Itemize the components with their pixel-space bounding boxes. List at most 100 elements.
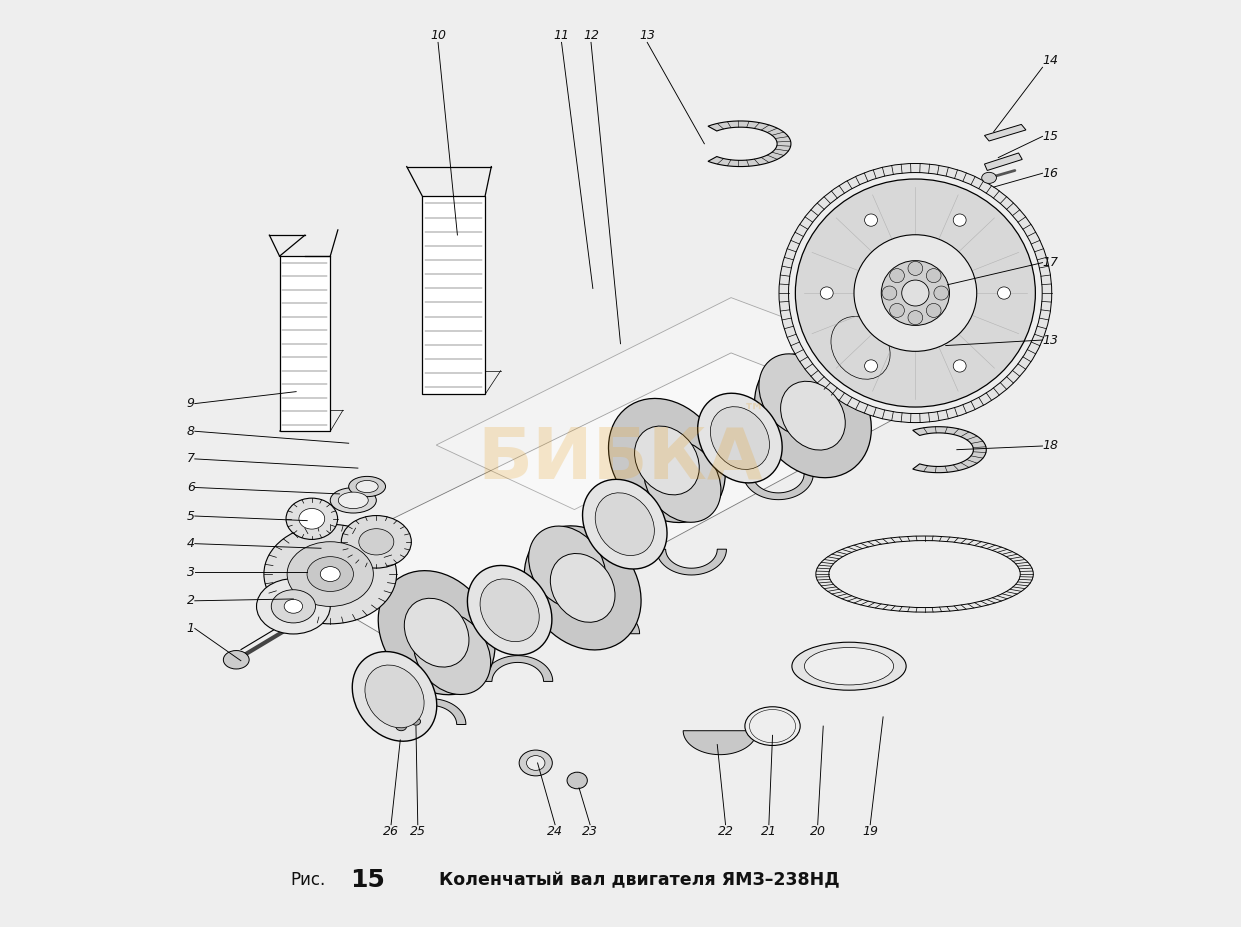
- Text: 25: 25: [410, 825, 426, 838]
- Text: 21: 21: [761, 825, 777, 838]
- Ellipse shape: [815, 536, 1034, 612]
- Text: 8: 8: [187, 425, 195, 438]
- Ellipse shape: [352, 652, 437, 742]
- Text: ™: ™: [743, 403, 766, 423]
- Polygon shape: [984, 124, 1026, 141]
- Polygon shape: [422, 197, 485, 394]
- Text: 4: 4: [187, 537, 195, 550]
- Text: 3: 3: [187, 565, 195, 578]
- Ellipse shape: [411, 717, 421, 725]
- Ellipse shape: [356, 480, 379, 492]
- Ellipse shape: [307, 556, 354, 591]
- Polygon shape: [656, 549, 726, 575]
- Ellipse shape: [526, 756, 545, 770]
- Ellipse shape: [865, 360, 877, 372]
- Ellipse shape: [818, 303, 902, 393]
- Ellipse shape: [608, 399, 725, 523]
- Text: 16: 16: [1042, 167, 1059, 180]
- Polygon shape: [683, 730, 757, 755]
- Text: 15: 15: [1042, 130, 1059, 143]
- Ellipse shape: [359, 528, 393, 555]
- Ellipse shape: [934, 286, 948, 300]
- Ellipse shape: [272, 590, 315, 623]
- Ellipse shape: [634, 426, 699, 495]
- Text: 18: 18: [1042, 439, 1059, 452]
- Ellipse shape: [413, 612, 490, 694]
- Polygon shape: [436, 298, 879, 510]
- Ellipse shape: [287, 541, 374, 606]
- Ellipse shape: [792, 642, 906, 691]
- Ellipse shape: [710, 407, 769, 469]
- Ellipse shape: [998, 286, 1010, 299]
- Ellipse shape: [779, 163, 1051, 423]
- Ellipse shape: [339, 492, 369, 509]
- Ellipse shape: [341, 515, 411, 568]
- Ellipse shape: [926, 269, 941, 283]
- Ellipse shape: [257, 578, 330, 634]
- Text: БИБКА: БИБКА: [478, 425, 763, 493]
- Polygon shape: [483, 655, 552, 681]
- Ellipse shape: [829, 540, 1020, 607]
- Ellipse shape: [854, 235, 977, 351]
- Text: 7: 7: [187, 452, 195, 465]
- Text: 20: 20: [809, 825, 825, 838]
- Text: 11: 11: [553, 30, 570, 43]
- Ellipse shape: [596, 493, 654, 555]
- Ellipse shape: [567, 772, 587, 789]
- Ellipse shape: [820, 286, 833, 299]
- Polygon shape: [279, 256, 330, 431]
- Ellipse shape: [405, 598, 469, 667]
- Text: 2: 2: [187, 594, 195, 607]
- Ellipse shape: [396, 721, 407, 730]
- Text: 24: 24: [547, 825, 563, 838]
- Polygon shape: [279, 353, 897, 667]
- Ellipse shape: [644, 440, 721, 522]
- Ellipse shape: [890, 269, 905, 283]
- Ellipse shape: [480, 578, 540, 641]
- Ellipse shape: [284, 600, 303, 614]
- Text: 9: 9: [187, 397, 195, 410]
- Ellipse shape: [953, 360, 967, 372]
- Polygon shape: [570, 608, 639, 634]
- Polygon shape: [396, 699, 465, 725]
- Text: 26: 26: [383, 825, 400, 838]
- Text: 19: 19: [862, 825, 879, 838]
- Ellipse shape: [982, 172, 997, 184]
- Text: Рис.: Рис.: [290, 871, 325, 889]
- Ellipse shape: [519, 750, 552, 776]
- Text: 22: 22: [717, 825, 733, 838]
- Text: Коленчатый вал двигателя ЯМЗ–238НД: Коленчатый вал двигателя ЯМЗ–238НД: [438, 871, 839, 889]
- Ellipse shape: [804, 647, 894, 685]
- Ellipse shape: [759, 354, 836, 437]
- Ellipse shape: [882, 286, 897, 300]
- Ellipse shape: [788, 172, 1042, 413]
- Ellipse shape: [755, 353, 871, 477]
- Text: 12: 12: [583, 30, 599, 43]
- Ellipse shape: [926, 303, 941, 317]
- Polygon shape: [984, 153, 1023, 171]
- Ellipse shape: [550, 553, 616, 622]
- Ellipse shape: [524, 526, 642, 650]
- Ellipse shape: [349, 476, 386, 497]
- Text: 23: 23: [582, 825, 598, 838]
- Ellipse shape: [379, 571, 495, 694]
- Ellipse shape: [745, 706, 800, 745]
- Text: 14: 14: [1042, 55, 1059, 68]
- Ellipse shape: [908, 311, 923, 324]
- Text: 6: 6: [187, 481, 195, 494]
- Text: 15: 15: [350, 868, 385, 892]
- Ellipse shape: [299, 509, 325, 529]
- Polygon shape: [743, 474, 813, 500]
- Text: 1: 1: [187, 622, 195, 635]
- Ellipse shape: [697, 393, 782, 483]
- Ellipse shape: [285, 498, 338, 540]
- Ellipse shape: [865, 214, 877, 226]
- Ellipse shape: [881, 260, 949, 325]
- Polygon shape: [912, 426, 987, 473]
- Ellipse shape: [223, 651, 249, 669]
- Ellipse shape: [320, 566, 340, 581]
- Ellipse shape: [902, 280, 930, 306]
- Text: 13: 13: [639, 30, 655, 43]
- Ellipse shape: [890, 303, 905, 317]
- Text: 13: 13: [1042, 334, 1059, 347]
